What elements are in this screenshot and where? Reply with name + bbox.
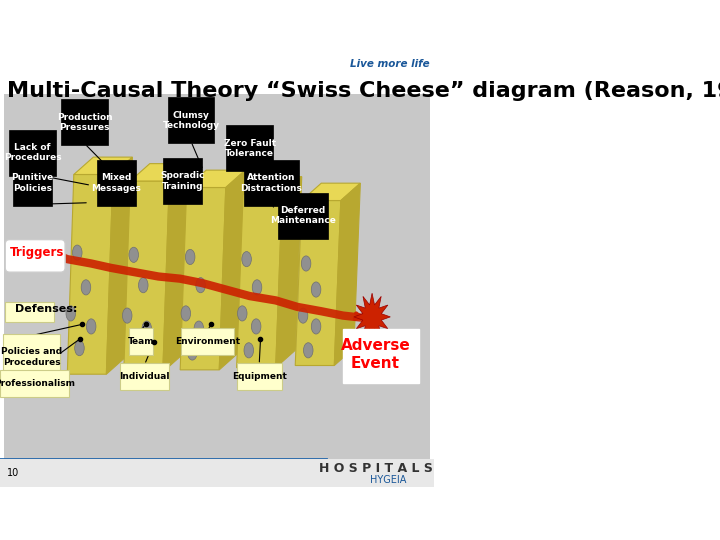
- Ellipse shape: [130, 339, 140, 354]
- Ellipse shape: [311, 282, 321, 297]
- Text: Policies and
Procedures: Policies and Procedures: [1, 347, 62, 367]
- Polygon shape: [295, 200, 341, 366]
- Ellipse shape: [142, 321, 151, 336]
- Text: Lack of
Procedures: Lack of Procedures: [4, 143, 61, 163]
- Ellipse shape: [242, 252, 251, 267]
- Ellipse shape: [187, 345, 197, 360]
- FancyBboxPatch shape: [168, 97, 215, 143]
- Text: Clumsy
Technology: Clumsy Technology: [163, 111, 220, 130]
- Text: Environment: Environment: [175, 337, 240, 346]
- FancyBboxPatch shape: [5, 240, 65, 272]
- Polygon shape: [67, 174, 113, 374]
- Text: Zero Fault
Tolerance: Zero Fault Tolerance: [224, 139, 276, 158]
- Text: H O S P I T A L S: H O S P I T A L S: [319, 462, 433, 475]
- Text: Team: Team: [127, 337, 154, 346]
- Text: Triggers: Triggers: [9, 246, 64, 259]
- Text: Multi-Causal Theory “Swiss Cheese” diagram (Reason, 1991): Multi-Causal Theory “Swiss Cheese” diagr…: [6, 81, 720, 101]
- Ellipse shape: [129, 247, 138, 262]
- Text: Defenses:: Defenses:: [15, 304, 78, 314]
- Ellipse shape: [181, 306, 191, 321]
- Polygon shape: [163, 164, 189, 372]
- Polygon shape: [124, 181, 169, 372]
- Text: Attention
Distractions: Attention Distractions: [240, 173, 302, 193]
- Polygon shape: [180, 187, 226, 370]
- FancyBboxPatch shape: [129, 328, 153, 355]
- FancyBboxPatch shape: [278, 193, 328, 239]
- Ellipse shape: [311, 319, 321, 334]
- Ellipse shape: [303, 343, 313, 358]
- Ellipse shape: [66, 306, 76, 321]
- Text: Adverse
Event: Adverse Event: [341, 339, 410, 371]
- Ellipse shape: [301, 256, 311, 271]
- Ellipse shape: [194, 321, 204, 336]
- Ellipse shape: [185, 249, 195, 265]
- FancyBboxPatch shape: [0, 459, 434, 487]
- Text: Production
Pressures: Production Pressures: [57, 113, 112, 132]
- Text: HYGEIA: HYGEIA: [369, 475, 406, 485]
- Text: Sporadic
Training: Sporadic Training: [160, 171, 204, 191]
- Polygon shape: [302, 183, 360, 200]
- Ellipse shape: [122, 308, 132, 323]
- FancyBboxPatch shape: [96, 160, 136, 206]
- FancyBboxPatch shape: [1, 370, 69, 397]
- Ellipse shape: [73, 245, 82, 260]
- Ellipse shape: [138, 278, 148, 293]
- FancyBboxPatch shape: [4, 94, 430, 459]
- Ellipse shape: [238, 306, 247, 321]
- Polygon shape: [243, 177, 302, 194]
- FancyBboxPatch shape: [4, 334, 60, 380]
- Ellipse shape: [252, 280, 262, 295]
- Text: Individual: Individual: [120, 372, 170, 381]
- FancyBboxPatch shape: [181, 328, 234, 355]
- Polygon shape: [237, 194, 282, 368]
- FancyBboxPatch shape: [5, 302, 54, 322]
- Polygon shape: [107, 157, 132, 374]
- Polygon shape: [334, 183, 360, 366]
- Polygon shape: [130, 164, 189, 181]
- Polygon shape: [74, 157, 132, 174]
- Ellipse shape: [298, 308, 308, 323]
- Text: Professionalism: Professionalism: [0, 379, 75, 388]
- Polygon shape: [354, 293, 390, 341]
- FancyBboxPatch shape: [120, 363, 169, 390]
- Ellipse shape: [196, 278, 205, 293]
- FancyBboxPatch shape: [13, 160, 52, 206]
- Ellipse shape: [86, 319, 96, 334]
- FancyBboxPatch shape: [244, 160, 299, 206]
- Polygon shape: [220, 170, 246, 370]
- Ellipse shape: [251, 319, 261, 334]
- Ellipse shape: [81, 280, 91, 295]
- FancyBboxPatch shape: [163, 158, 202, 204]
- Polygon shape: [186, 170, 246, 187]
- Text: 10: 10: [6, 468, 19, 478]
- Text: Deferred
Maintenance: Deferred Maintenance: [270, 206, 336, 225]
- Text: Mixed
Messages: Mixed Messages: [91, 173, 141, 193]
- Text: Punitive
Policies: Punitive Policies: [12, 173, 54, 193]
- Ellipse shape: [75, 341, 84, 356]
- Text: Live more life: Live more life: [350, 59, 430, 70]
- FancyBboxPatch shape: [237, 363, 282, 390]
- Polygon shape: [276, 177, 302, 368]
- FancyBboxPatch shape: [9, 130, 56, 176]
- FancyBboxPatch shape: [226, 125, 273, 171]
- FancyBboxPatch shape: [61, 99, 108, 145]
- FancyBboxPatch shape: [343, 329, 419, 383]
- Text: Equipment: Equipment: [232, 372, 287, 381]
- Ellipse shape: [244, 343, 253, 358]
